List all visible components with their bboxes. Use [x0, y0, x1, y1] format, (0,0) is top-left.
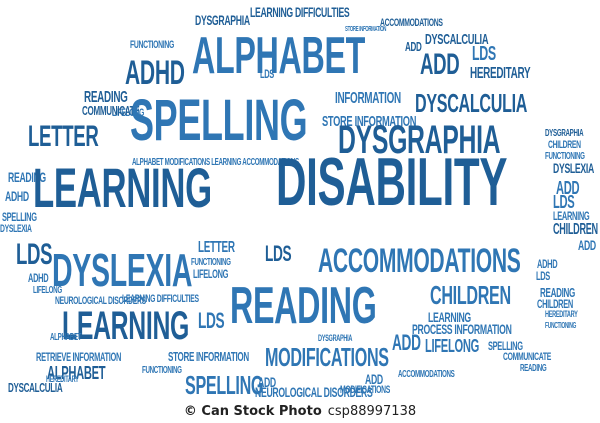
word-cloud: DYSGRAPHIA LEARNING DIFFICULTIES ACCOMMODA… — [0, 4, 598, 400]
cloud-word: SPELLING — [130, 88, 308, 153]
cloud-word: ADHD — [537, 257, 558, 271]
cloud-word: SPELLING — [2, 210, 37, 224]
cloud-word: READING — [8, 169, 46, 185]
cloud-word: ACCOMMODATIONS — [380, 17, 443, 29]
stock-image-id: csp88997138 — [327, 404, 417, 419]
cloud-word: HEREDITARY — [470, 65, 531, 82]
cloud-word: LEARNING DIFFICULTIES — [122, 293, 199, 305]
cloud-word: ADD — [392, 330, 421, 355]
cloud-word: MODIFICATIONS — [265, 342, 389, 372]
cloud-word: DYSGRAPHIA — [195, 12, 250, 28]
stock-logo: © Can Stock Photo — [183, 404, 322, 419]
cloud-word: ACCOMMODATIONS — [398, 369, 455, 380]
cloud-word: LETTER — [28, 120, 99, 153]
cloud-word: LDS — [265, 241, 292, 266]
cloud-word: READING — [230, 277, 377, 335]
cloud-word: LIFELONG — [425, 336, 479, 356]
cloud-word: ADHD — [28, 271, 49, 285]
cloud-word: ADD — [420, 48, 460, 81]
cloud-word: LEARNING — [553, 209, 590, 223]
cloud-word: DYSLEXIA — [553, 160, 594, 176]
cloud-word: CHILDREN — [553, 221, 598, 238]
cloud-word: HEREDITARY — [46, 374, 79, 384]
cloud-word: LDS — [260, 67, 274, 81]
cloud-word: LEARNING DIFFICULTIES — [250, 4, 350, 20]
cloud-word: LEARNING — [428, 309, 471, 325]
cloud-word: LDS — [536, 269, 550, 283]
cloud-word: ADD — [258, 374, 276, 390]
cloud-word: ADD — [405, 39, 422, 54]
cloud-word: DYSCALCULIA — [415, 88, 528, 118]
cloud-word: LDS — [472, 43, 496, 65]
cloud-word: COMMUNICATE — [503, 351, 551, 363]
cloud-word: ADHD — [5, 188, 29, 204]
cloud-word: CHILDREN — [430, 280, 511, 310]
cloud-word: DYSLEXIA — [52, 244, 193, 296]
cloud-word: DYSGRAPHIA — [318, 333, 353, 343]
cloud-word: ADD — [578, 237, 596, 253]
cloud-word: ALPHABET — [47, 363, 106, 383]
cloud-word: READING — [84, 89, 128, 106]
cloud-word: LETTER — [198, 239, 235, 256]
cloud-word: CHILDREN — [548, 139, 581, 151]
cloud-word: ADD — [556, 178, 580, 198]
cloud-word: ALPHABET MODIFICATIONS LEARNING ACCOMMOD… — [132, 157, 299, 168]
cloud-word: DYSCALCULIA — [425, 31, 489, 48]
cloud-word: LEARNING — [33, 156, 212, 219]
cloud-word: DYSCALCULIA — [8, 380, 63, 395]
cloud-word: DYSGRAPHIA — [338, 118, 501, 162]
watermark-footer: © Can Stock Photo csp88997138 — [0, 400, 600, 423]
cloud-word: STORE INFORMATION — [345, 26, 387, 33]
cloud-word: DISABILITY — [276, 144, 508, 220]
cloud-word: SPELLING — [488, 339, 523, 353]
cloud-word: MODIFICATIONS — [340, 384, 391, 396]
cloud-word: RETRIEVE INFORMATION — [36, 350, 122, 364]
cloud-word: NEUROLOGICAL DISORDERS — [55, 295, 146, 307]
cloud-word: STORE INFORMATION — [168, 349, 249, 364]
cloud-word: FUNCTIONING — [142, 365, 182, 376]
cloud-word: ADHD — [125, 54, 185, 92]
cloud-word: SPELLING — [185, 370, 264, 400]
cloud-word: FUNCTIONING — [545, 151, 585, 162]
cloud-word: LIFELONG — [112, 107, 144, 119]
cloud-word: LDS — [198, 308, 225, 333]
cloud-word: CHILDREN — [537, 297, 573, 311]
cloud-word: COMMUNICATE — [82, 103, 140, 118]
cloud-word: FUNCTIONING — [545, 321, 577, 330]
cloud-word: HEREDITARY — [545, 309, 578, 319]
cloud-word: INFORMATION — [335, 90, 401, 107]
cloud-word: LEARNING — [62, 304, 190, 348]
cloud-word: LDS — [16, 238, 53, 271]
cloud-word: DYSLEXIA — [0, 223, 32, 235]
cloud-word: READING — [520, 363, 547, 374]
cloud-word: DYSGRAPHIA — [545, 128, 584, 139]
cloud-word: READING — [540, 285, 576, 300]
cloud-word: ACCOMMODATIONS — [318, 242, 521, 280]
cloud-word: LDS — [553, 192, 575, 212]
cloud-word: LIFELONG — [193, 267, 229, 281]
cloud-word: ALPHABET — [50, 332, 82, 343]
cloud-word: NEUROLOGICAL DISORDERS — [255, 384, 373, 400]
cloud-word: FUNCTIONING — [191, 257, 231, 268]
cloud-word: LIFELONG — [33, 285, 62, 296]
cloud-word: ADD — [365, 371, 383, 387]
cloud-word: STORE INFORMATION — [322, 113, 417, 130]
cloud-word: PROCESS INFORMATION — [412, 321, 512, 337]
cloud-word: FUNCTIONING — [130, 39, 174, 51]
cloud-word: ALPHABET — [192, 27, 366, 85]
